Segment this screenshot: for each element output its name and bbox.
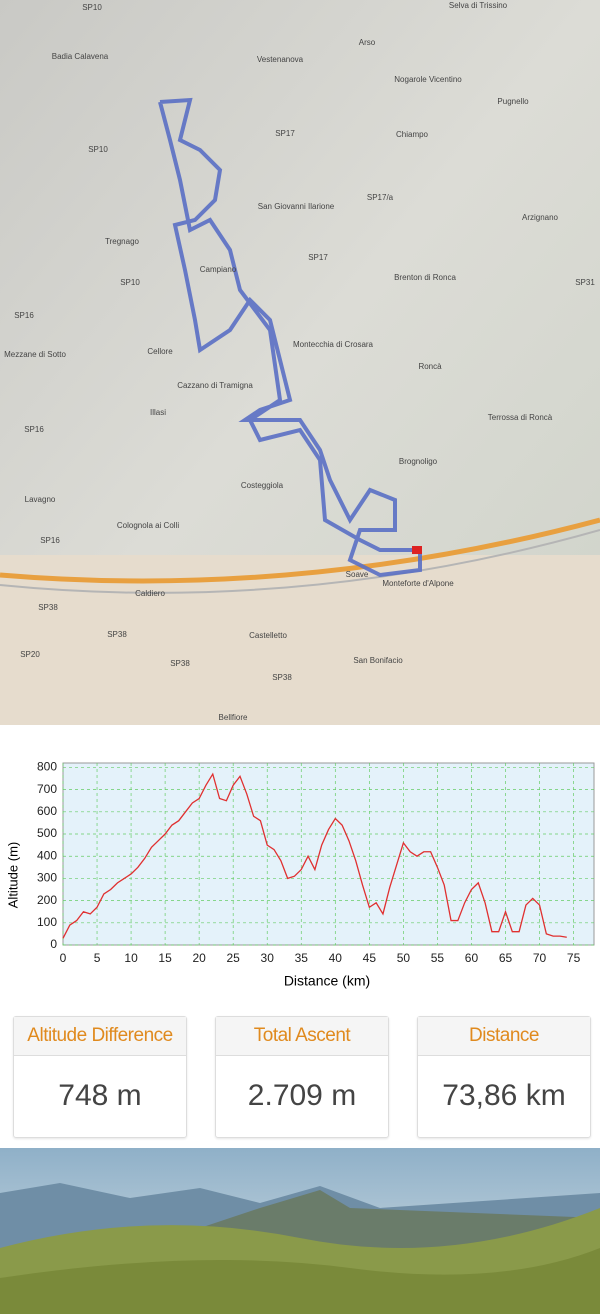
x-tick-label: 65 <box>499 951 513 965</box>
map-label: Costeggiola <box>241 481 284 490</box>
map-label: SP38 <box>272 673 292 682</box>
x-tick-label: 15 <box>158 951 172 965</box>
map-label: Arso <box>359 38 376 47</box>
map-label: Soave <box>346 570 369 579</box>
highway <box>0 517 600 584</box>
stat-label: Total Ascent <box>216 1017 388 1056</box>
x-tick-label: 35 <box>295 951 309 965</box>
x-tick-label: 70 <box>533 951 547 965</box>
y-tick-label: 100 <box>37 915 57 929</box>
map-label: Bellfiore <box>219 713 248 722</box>
map-label: Selva di Trissino <box>449 1 508 10</box>
map-label: Cellore <box>147 347 173 356</box>
elevation-chart: Altitude (m) Distance (km) 0100200300400… <box>5 760 595 989</box>
map-label: SP10 <box>82 3 102 12</box>
x-tick-label: 30 <box>261 951 275 965</box>
x-tick-label: 50 <box>397 951 411 965</box>
map-label: Roncà <box>418 362 442 371</box>
x-tick-label: 0 <box>60 951 67 965</box>
map-label: Brenton di Ronca <box>394 273 456 282</box>
photo <box>0 1148 600 1314</box>
y-tick-label: 500 <box>37 826 57 840</box>
map-label: Caldiero <box>135 589 165 598</box>
map-label: Monteforte d'Alpone <box>382 579 454 588</box>
x-tick-label: 60 <box>465 951 479 965</box>
y-tick-label: 800 <box>37 760 57 774</box>
map-label: Pugnello <box>497 97 529 106</box>
map-label: SP16 <box>40 536 60 545</box>
stat-value: 73,86 km <box>442 1079 566 1112</box>
stat-value: 748 m <box>58 1079 142 1112</box>
map-label: Arzignano <box>522 213 559 222</box>
map-label: SP10 <box>120 278 140 287</box>
stat-label: Altitude Difference <box>14 1017 186 1056</box>
map-label: SP10 <box>88 145 108 154</box>
map: SP10 Badia Calavena Vestenanova Arso Selva d… <box>0 0 600 725</box>
map-label: Badia Calavena <box>52 52 109 61</box>
map-label: SP31 <box>575 278 595 287</box>
map-label: Castelletto <box>249 631 287 640</box>
map-label: Illasi <box>150 408 166 417</box>
map-label: Vestenanova <box>257 55 304 64</box>
map-label: Chiampo <box>396 130 429 139</box>
x-tick-label: 20 <box>192 951 206 965</box>
railway <box>0 529 600 594</box>
x-tick-label: 5 <box>94 951 101 965</box>
map-label: Nogarole Vicentino <box>394 75 462 84</box>
map-label: Tregnago <box>105 237 140 246</box>
plot-area <box>62 762 595 946</box>
y-tick-label: 0 <box>50 937 57 951</box>
map-label: Brognoligo <box>399 457 438 466</box>
map-label: SP16 <box>14 311 34 320</box>
route <box>158 97 422 578</box>
x-tick-label: 10 <box>124 951 138 965</box>
map-label: SP17 <box>275 129 295 138</box>
map-label: Cazzano di Tramigna <box>177 381 253 390</box>
map-label: SP17 <box>308 253 328 262</box>
stats: Altitude Difference 748 m Total Ascent 2.7… <box>13 1016 591 1138</box>
stat-value: 2.709 m <box>247 1079 357 1112</box>
map-label: Colognola ai Colli <box>117 521 179 530</box>
stat-label: Distance <box>418 1017 590 1056</box>
foreground <box>0 1248 600 1314</box>
map-label: SP38 <box>38 603 58 612</box>
y-axis-label: Altitude (m) <box>5 842 20 908</box>
x-tick-label: 45 <box>363 951 377 965</box>
map-label: SP20 <box>20 650 40 659</box>
map-label: San Bonifacio <box>353 656 403 665</box>
y-tick-label: 600 <box>37 804 57 818</box>
elevation-line <box>62 772 567 939</box>
map-label: SP17/a <box>367 193 394 202</box>
y-tick-label: 300 <box>37 871 57 885</box>
x-tick-label: 40 <box>329 951 343 965</box>
stat-card: Altitude Difference 748 m <box>13 1016 187 1138</box>
map-label: Montecchia di Crosara <box>293 340 374 349</box>
map-label: Terrossa di Roncà <box>488 413 553 422</box>
finish-flag <box>412 546 422 554</box>
stat-card: Distance 73,86 km <box>417 1016 591 1138</box>
y-tick-label: 400 <box>37 848 57 862</box>
map-label: SP16 <box>24 425 44 434</box>
map-label: San Giovanni Ilarione <box>258 202 335 211</box>
x-tick-label: 25 <box>227 951 241 965</box>
map-label: Mezzane di Sotto <box>4 350 66 359</box>
map-label: Campiano <box>200 265 237 274</box>
y-tick-label: 700 <box>37 782 57 796</box>
map-label: Lavagno <box>25 495 56 504</box>
map-label: SP38 <box>170 659 190 668</box>
x-tick-label: 55 <box>431 951 445 965</box>
x-axis-label: Distance (km) <box>284 973 370 989</box>
x-tick-label: 75 <box>567 951 581 965</box>
stat-card: Total Ascent 2.709 m <box>215 1016 389 1138</box>
y-tick-label: 200 <box>37 893 57 907</box>
plain <box>0 555 600 725</box>
map-label: SP38 <box>107 630 127 639</box>
